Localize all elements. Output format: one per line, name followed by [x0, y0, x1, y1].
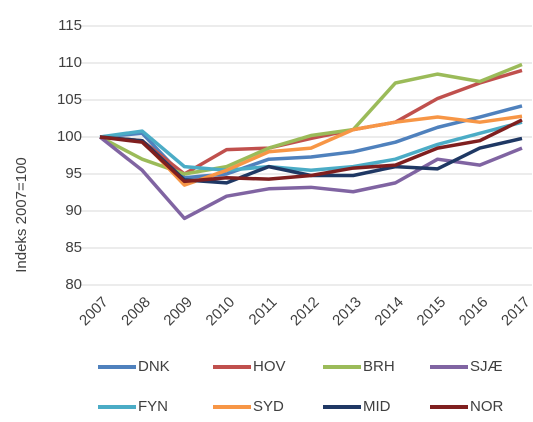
x-tick-label: 2007 — [76, 294, 112, 330]
x-tick-label: 2012 — [287, 294, 323, 330]
x-tick-label: 2016 — [456, 294, 492, 330]
series-line — [99, 120, 523, 173]
y-tick-label: 95 — [65, 165, 82, 182]
legend-label: SJÆ — [470, 358, 503, 375]
y-tick-label: 85 — [65, 239, 82, 256]
x-tick-label: 2015 — [414, 294, 450, 330]
legend-label: HOV — [253, 358, 286, 375]
x-tick-label: 2014 — [371, 294, 407, 330]
x-tick-label: 2017 — [498, 294, 533, 330]
legend-label: FYN — [138, 398, 168, 415]
y-tick-label: 105 — [57, 91, 82, 108]
y-tick-label: 110 — [58, 54, 82, 71]
y-tick-label: 100 — [57, 128, 82, 145]
legend-label: BRH — [363, 358, 395, 375]
y-tick-label: 80 — [65, 276, 82, 293]
y-axis-title: Indeks 2007=100 — [13, 157, 30, 273]
legend-label: DNK — [138, 358, 170, 375]
series-line — [99, 68, 523, 176]
x-tick-label: 2013 — [329, 294, 365, 330]
x-tick-label: 2009 — [160, 294, 196, 330]
legend-label: NOR — [470, 398, 504, 415]
x-tick-label: 2010 — [203, 294, 239, 330]
y-tick-label: 90 — [65, 202, 82, 219]
legend-label: SYD — [253, 398, 284, 415]
series-line — [99, 118, 523, 184]
x-tick-label: 2008 — [118, 294, 154, 330]
y-tick-label: 115 — [58, 17, 82, 34]
legend-label: MID — [363, 398, 391, 415]
x-tick-label: 2011 — [246, 294, 281, 329]
